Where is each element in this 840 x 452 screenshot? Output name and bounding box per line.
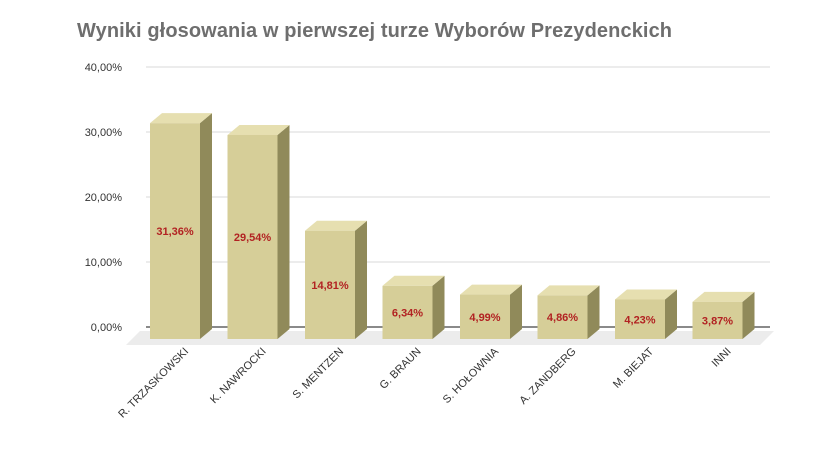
bar-side — [432, 275, 445, 339]
bar — [150, 113, 212, 339]
bar — [615, 289, 677, 339]
bar-top — [227, 124, 290, 135]
bar-front — [537, 295, 588, 339]
x-tick-label: R. TRZASKOWSKI — [116, 346, 191, 421]
bar-front — [615, 299, 665, 339]
bar-front — [460, 294, 510, 339]
bar-top — [537, 285, 600, 296]
bar-front — [150, 123, 200, 339]
bar — [460, 284, 522, 339]
bar-front — [692, 301, 743, 339]
bar-top — [692, 291, 755, 302]
data-label: 6,34% — [392, 307, 423, 319]
bar-side — [587, 285, 600, 339]
y-tick-label: 40,00% — [85, 62, 123, 74]
bar-top — [460, 284, 522, 295]
bar-side — [200, 113, 212, 339]
data-label: 14,81% — [311, 280, 349, 292]
bar-side — [742, 291, 755, 339]
bar — [537, 285, 600, 339]
data-label: 4,99% — [469, 312, 500, 324]
bar-top — [615, 289, 677, 300]
bar-top — [150, 113, 212, 124]
x-tick-label: INNI — [710, 346, 734, 370]
y-tick-label: 20,00% — [85, 192, 123, 204]
x-tick-label: S. HOŁOWNIA — [441, 345, 502, 406]
y-tick-label: 0,00% — [91, 322, 122, 334]
x-tick-label: S. MENTZEN — [291, 346, 347, 402]
y-tick-label: 30,00% — [85, 127, 123, 139]
bar — [305, 220, 367, 339]
x-tick-label: G. BRAUN — [378, 346, 424, 392]
bar — [382, 275, 445, 339]
bar-side — [277, 124, 290, 340]
bar-front — [305, 230, 355, 339]
bar-front — [227, 134, 278, 339]
bar-top — [305, 220, 367, 231]
bar — [227, 124, 290, 340]
x-tick-label: A. ZANDBERG — [517, 346, 578, 407]
x-tick-label: K. NAWROCKI — [208, 346, 268, 406]
bar-side — [355, 220, 367, 339]
data-label: 4,86% — [547, 312, 578, 324]
bar-side — [665, 289, 677, 339]
bar-front — [382, 285, 433, 339]
bar-top — [382, 275, 445, 286]
chart-title: Wyniki głosowania w pierwszej turze Wybo… — [77, 20, 673, 42]
data-label: 4,23% — [624, 314, 655, 326]
y-tick-label: 10,00% — [85, 257, 123, 269]
data-label: 3,87% — [702, 315, 733, 327]
bar — [692, 291, 755, 339]
data-label: 29,54% — [234, 232, 272, 244]
chart-floor — [126, 331, 774, 345]
data-label: 31,36% — [156, 226, 194, 238]
bar-side — [510, 284, 522, 339]
x-tick-label: M. BIEJAT — [611, 345, 656, 390]
